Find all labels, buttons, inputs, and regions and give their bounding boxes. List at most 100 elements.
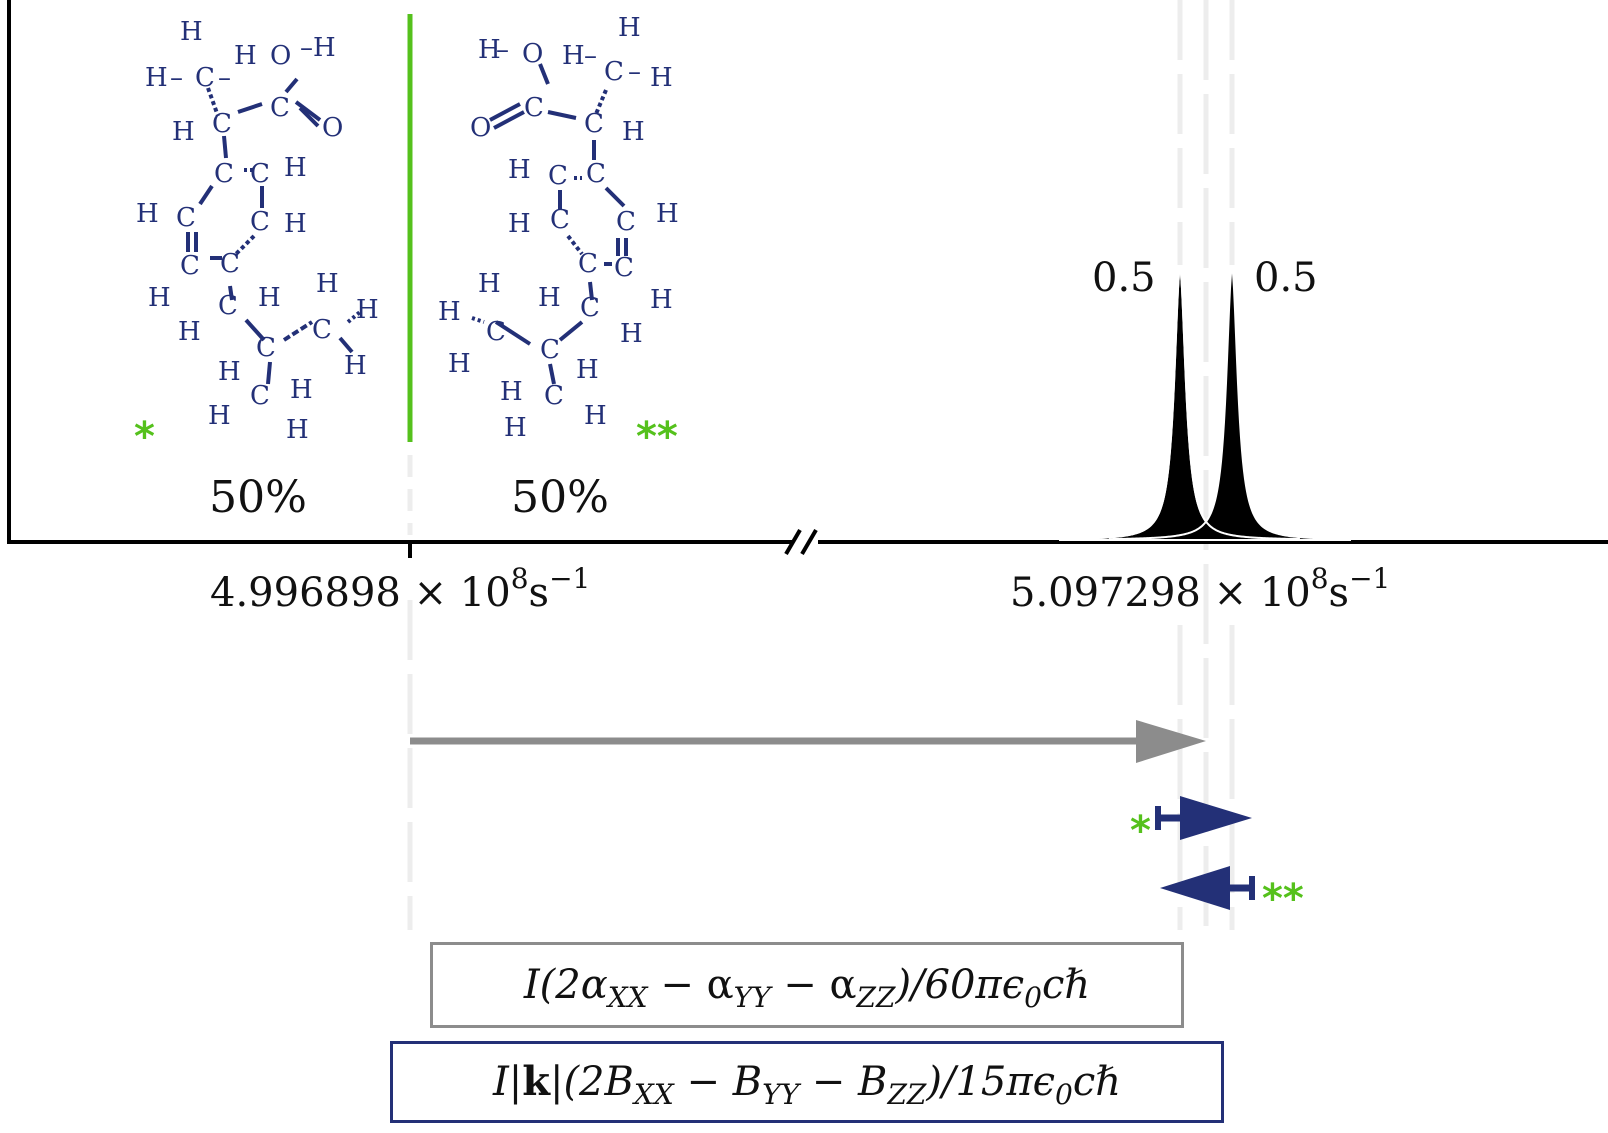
formula-part: )/60πϵ: [895, 962, 1025, 1008]
svg-text:H: H: [562, 41, 585, 71]
svg-text:C: C: [580, 293, 600, 323]
svg-text:H: H: [508, 209, 531, 239]
formula-part: |(2B: [549, 1059, 634, 1105]
optical-activity-formula-box: I|k|(2BXX − BYY − BZZ)/15πϵ0cℏ: [390, 1041, 1224, 1123]
svg-text:O: O: [470, 113, 491, 143]
svg-text:H: H: [316, 269, 339, 299]
svg-text:H: H: [290, 375, 313, 405]
svg-text:–: –: [170, 63, 183, 93]
svg-text:H: H: [650, 285, 673, 315]
peaks: [1059, 267, 1351, 541]
molecule-right: H H – O H – C – H O C C H H C C H C C H …: [438, 13, 679, 443]
freq-right-unit-exp: −1: [1349, 562, 1390, 595]
svg-text:C: C: [604, 57, 624, 87]
formula-sub: ZZ: [887, 1078, 927, 1111]
svg-text:C: C: [312, 315, 332, 345]
svg-text:C: C: [256, 333, 276, 363]
freq-left-unit-exp: −1: [549, 562, 590, 595]
svg-text:C: C: [214, 159, 234, 189]
polarizability-formula-box: I(2αXX − αYY − αZZ)/60πϵ0cℏ: [430, 942, 1184, 1028]
svg-text:C: C: [212, 109, 232, 139]
svg-text:H: H: [180, 17, 203, 47]
formula-part: cℏ: [1072, 1059, 1122, 1105]
svg-text:C: C: [550, 205, 570, 235]
svg-text:C: C: [195, 63, 215, 93]
formula-sub: XX: [607, 981, 648, 1014]
svg-text:C: C: [486, 317, 506, 347]
svg-text:H: H: [284, 153, 307, 183]
svg-text:O: O: [270, 41, 291, 71]
svg-text:C: C: [544, 381, 564, 411]
freq-label-left: 4.996898 × 108s−1: [210, 562, 590, 616]
svg-text:H: H: [622, 117, 645, 147]
svg-text:C: C: [616, 207, 636, 237]
peak-label-right: 0.5: [1254, 255, 1318, 301]
svg-text:H: H: [618, 13, 641, 43]
svg-text:H: H: [448, 349, 471, 379]
formula-part: − α: [770, 962, 857, 1008]
svg-text:C: C: [614, 253, 634, 283]
svg-text:–: –: [496, 35, 509, 65]
formula-sub: 0: [1024, 981, 1042, 1014]
gray-shift-arrow: [410, 720, 1206, 763]
svg-text:C: C: [584, 109, 604, 139]
svg-text:C: C: [548, 161, 568, 191]
svg-text:H: H: [504, 413, 527, 443]
svg-text:C: C: [218, 291, 238, 321]
svg-text:–: –: [218, 63, 231, 93]
peak-left-outline: [1059, 267, 1301, 541]
svg-text:C: C: [540, 335, 560, 365]
svg-text:C: C: [578, 249, 598, 279]
formula-part: − B: [799, 1059, 888, 1105]
peak-left: [1059, 267, 1301, 541]
formula-part: cℏ: [1041, 962, 1091, 1008]
svg-text:H: H: [478, 35, 501, 65]
freq-left-mantissa: 4.996898 × 10: [210, 570, 511, 616]
freq-left-unit: s: [529, 570, 550, 616]
svg-text:H: H: [145, 63, 168, 93]
blue-arrow-right-marker: *: [1130, 808, 1151, 854]
molecule-left: H H – C – H O –H C O H C C C H H C C H C…: [136, 17, 379, 445]
svg-text:C: C: [250, 159, 270, 189]
svg-text:C: C: [180, 251, 200, 281]
marker-single-star: *: [134, 414, 155, 460]
formula-sub: YY: [733, 981, 771, 1014]
svg-text:H: H: [286, 415, 309, 445]
axes: [7, 0, 1608, 558]
svg-text:H: H: [576, 355, 599, 385]
svg-text:–: –: [628, 57, 641, 87]
svg-text:C: C: [270, 93, 290, 123]
freq-right-unit: s: [1329, 570, 1350, 616]
formula-part: I|: [492, 1059, 523, 1105]
axis-break-icon: [784, 528, 818, 556]
svg-text:H: H: [148, 283, 171, 313]
svg-text:H: H: [656, 199, 679, 229]
svg-text:H: H: [178, 317, 201, 347]
freq-left-exp: 8: [511, 562, 529, 595]
blue-arrow-left: [1160, 866, 1255, 910]
marker-double-star: **: [636, 414, 678, 460]
svg-text:C: C: [250, 381, 270, 411]
freq-label-right: 5.097298 × 108s−1: [1010, 562, 1390, 616]
svg-text:H: H: [258, 283, 281, 313]
svg-text:H: H: [356, 295, 379, 325]
peak-right: [1109, 267, 1351, 541]
formula-sub: ZZ: [856, 981, 896, 1014]
formula-sub: YY: [762, 1078, 800, 1111]
blue-arrow-right: [1155, 796, 1252, 840]
formula-sub: 0: [1055, 1078, 1073, 1111]
freq-right-exp: 8: [1311, 562, 1329, 595]
svg-text:H: H: [136, 199, 159, 229]
svg-text:C: C: [176, 203, 196, 233]
svg-text:H: H: [218, 357, 241, 387]
svg-text:H: H: [438, 297, 461, 327]
percent-right: 50%: [511, 472, 609, 523]
percent-left: 50%: [209, 472, 307, 523]
freq-right-mantissa: 5.097298 × 10: [1010, 570, 1311, 616]
formula-part: )/15πϵ: [926, 1059, 1056, 1105]
peak-label-left: 0.5: [1092, 255, 1156, 301]
svg-text:H: H: [584, 401, 607, 431]
svg-text:C: C: [586, 159, 606, 189]
svg-text:C: C: [250, 207, 270, 237]
